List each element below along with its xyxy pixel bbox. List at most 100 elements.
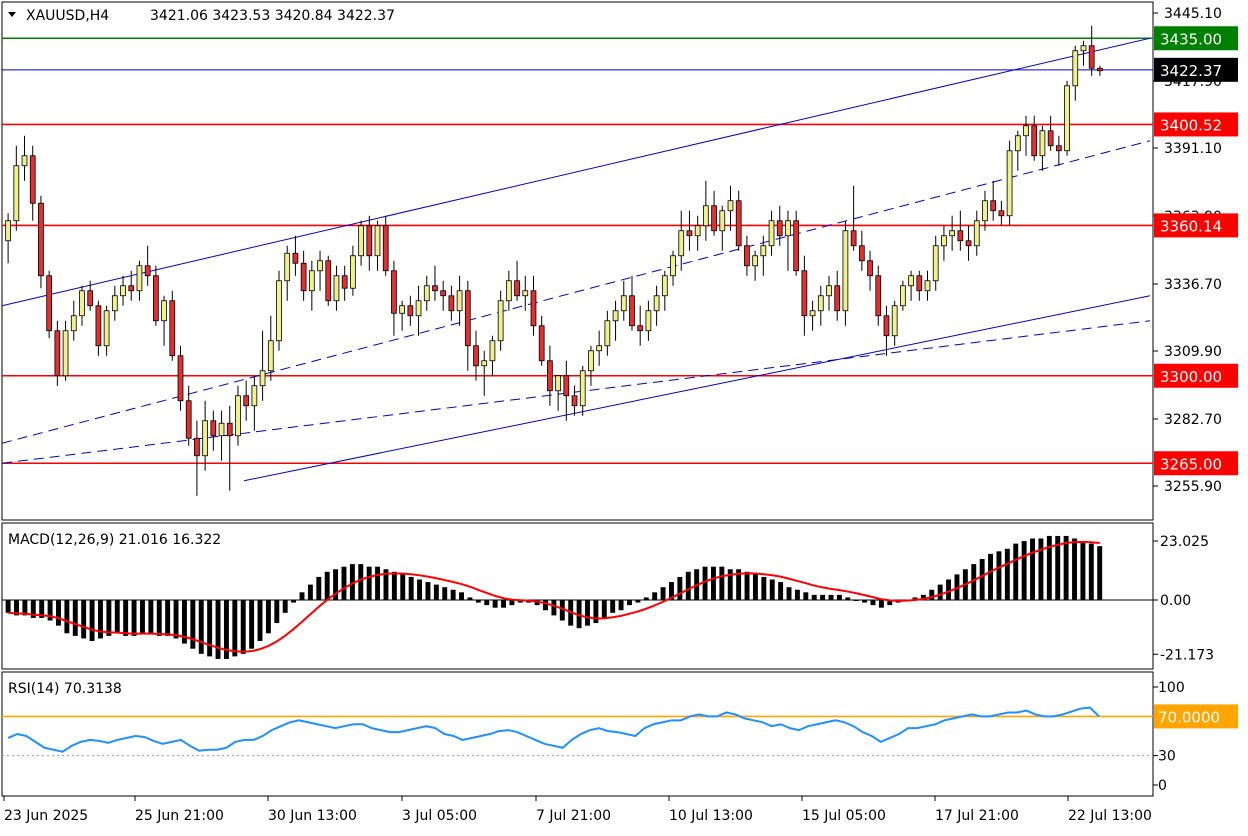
candle-body[interactable] — [809, 310, 816, 317]
candle-body[interactable] — [719, 210, 726, 232]
candle-body[interactable] — [744, 245, 750, 267]
candle-body[interactable] — [95, 305, 102, 347]
candle-body[interactable] — [867, 260, 873, 277]
candle-body[interactable] — [612, 310, 619, 322]
candle-body[interactable] — [588, 350, 594, 372]
candle-body[interactable] — [448, 295, 455, 312]
candle-body[interactable] — [629, 295, 635, 327]
candle-body[interactable] — [440, 290, 447, 297]
candle-body[interactable] — [226, 422, 233, 437]
candle-body[interactable] — [317, 260, 323, 272]
candle-body[interactable] — [333, 275, 340, 302]
candle-body[interactable] — [785, 220, 791, 237]
candle-body[interactable] — [177, 355, 184, 402]
candle-body[interactable] — [103, 310, 110, 347]
candle-body[interactable] — [505, 280, 512, 302]
candle-body[interactable] — [13, 165, 20, 222]
candle-body[interactable] — [891, 305, 898, 337]
candle-body[interactable] — [973, 220, 980, 247]
candle-body[interactable] — [768, 220, 775, 247]
candle-body[interactable] — [251, 385, 258, 407]
candle-body[interactable] — [46, 275, 53, 332]
candle-body[interactable] — [169, 300, 176, 357]
symbol-dropdown-icon[interactable] — [8, 12, 16, 17]
candle-body[interactable] — [243, 395, 250, 407]
candle-body[interactable] — [661, 275, 668, 297]
candle-body[interactable] — [916, 275, 923, 292]
candle-body[interactable] — [637, 325, 644, 332]
candle-body[interactable] — [727, 200, 734, 212]
candle-body[interactable] — [514, 280, 520, 297]
candle-body[interactable] — [210, 420, 217, 437]
candle-body[interactable] — [530, 290, 537, 327]
candle-body[interactable] — [990, 200, 997, 212]
candle-body[interactable] — [604, 320, 611, 347]
candle-body[interactable] — [54, 330, 61, 377]
candle-body[interactable] — [38, 202, 44, 277]
candle-body[interactable] — [735, 200, 742, 247]
candle-body[interactable] — [235, 395, 241, 437]
candle-body[interactable] — [464, 290, 471, 347]
candle-body[interactable] — [29, 155, 36, 204]
candle-body[interactable] — [202, 420, 208, 457]
candle-body[interactable] — [407, 305, 414, 317]
candle-body[interactable] — [473, 345, 479, 367]
candle-body[interactable] — [276, 280, 282, 342]
candle-body[interactable] — [752, 255, 758, 267]
candle-body[interactable] — [1006, 150, 1013, 217]
candle-body[interactable] — [153, 275, 159, 322]
candle-body[interactable] — [87, 290, 94, 307]
candle-body[interactable] — [703, 205, 709, 227]
candle-body[interactable] — [776, 220, 783, 237]
candle-body[interactable] — [579, 370, 586, 407]
candle-body[interactable] — [415, 300, 422, 317]
candle-body[interactable] — [842, 230, 849, 312]
candle-body[interactable] — [21, 155, 28, 167]
candle-body[interactable] — [161, 300, 167, 322]
candle-body[interactable] — [374, 225, 381, 257]
candle-body[interactable] — [292, 252, 299, 264]
candle-body[interactable] — [432, 285, 438, 292]
candle-body[interactable] — [489, 340, 496, 362]
candle-body[interactable] — [850, 230, 857, 247]
candle-body[interactable] — [481, 360, 488, 367]
candle-body[interactable] — [711, 205, 717, 232]
candle-body[interactable] — [645, 310, 652, 332]
candle-body[interactable] — [111, 295, 118, 312]
candle-body[interactable] — [653, 295, 660, 312]
candle-body[interactable] — [1039, 130, 1046, 157]
candle-body[interactable] — [522, 290, 529, 297]
candle-body[interactable] — [571, 395, 578, 407]
candle-body[interactable] — [366, 225, 373, 257]
candle-body[interactable] — [670, 255, 676, 277]
candle-body[interactable] — [350, 255, 356, 289]
candle-body[interactable] — [120, 285, 126, 297]
candle-body[interactable] — [686, 230, 693, 237]
candle-body[interactable] — [941, 235, 947, 247]
candle-body[interactable] — [817, 295, 824, 312]
candle-body[interactable] — [382, 225, 389, 272]
candle-body[interactable] — [555, 375, 561, 392]
candle-body[interactable] — [399, 305, 405, 314]
candle-body[interactable] — [538, 325, 545, 362]
candle-body[interactable] — [136, 265, 143, 292]
candle-body[interactable] — [497, 300, 504, 342]
candle-body[interactable] — [391, 270, 397, 314]
candle-body[interactable] — [982, 200, 988, 222]
candle-body[interactable] — [194, 437, 200, 457]
candle-body[interactable] — [957, 230, 964, 242]
candle-body[interactable] — [908, 275, 914, 287]
candle-body[interactable] — [300, 262, 307, 292]
candle-body[interactable] — [1080, 45, 1087, 52]
candle-body[interactable] — [128, 285, 135, 292]
candle-body[interactable] — [70, 315, 77, 332]
candle-body[interactable] — [858, 245, 865, 262]
candle-body[interactable] — [284, 252, 291, 282]
candle-body[interactable] — [423, 285, 430, 302]
candle-body[interactable] — [1023, 125, 1029, 137]
candle-body[interactable] — [678, 230, 685, 257]
candle-body[interactable] — [998, 210, 1005, 217]
candle-body[interactable] — [325, 260, 332, 302]
